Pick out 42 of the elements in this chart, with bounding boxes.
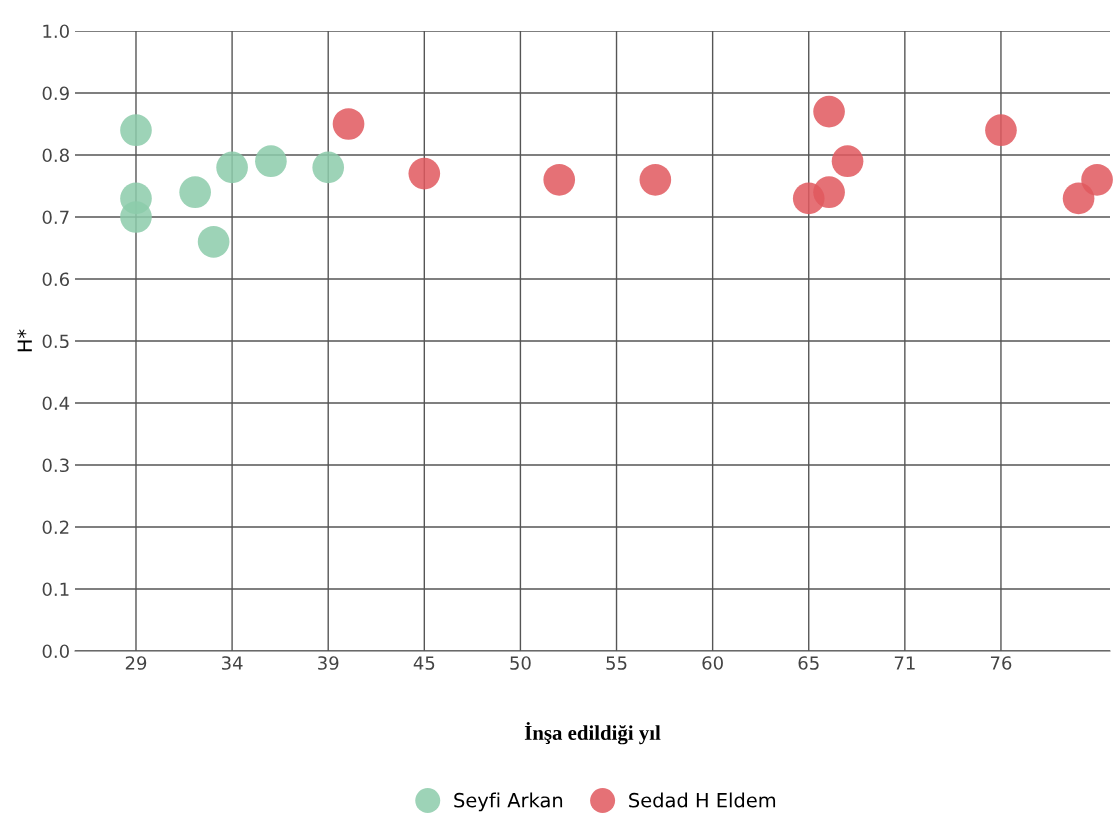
x-tick-label: 29 bbox=[125, 656, 147, 670]
y-tick-label: 0.3 bbox=[42, 458, 69, 473]
y-tick-label: 0.0 bbox=[42, 644, 69, 659]
y-tick-label: 0.5 bbox=[42, 334, 69, 349]
x-tick-label: 55 bbox=[606, 656, 627, 670]
y-tick-label: 0.2 bbox=[42, 520, 69, 535]
point bbox=[255, 145, 287, 178]
x-tick-label: 50 bbox=[510, 656, 531, 670]
x-tick-label: 45 bbox=[413, 656, 435, 670]
point bbox=[813, 176, 845, 209]
y-tick-label: 0.1 bbox=[42, 582, 69, 597]
y-tick-label: 0.4 bbox=[42, 396, 70, 411]
point bbox=[813, 95, 845, 128]
point bbox=[312, 151, 345, 184]
x-tick-label: 60 bbox=[702, 656, 723, 670]
x-tick-label: 76 bbox=[990, 656, 1012, 670]
point bbox=[120, 114, 152, 147]
x-tick-label: 34 bbox=[221, 656, 243, 670]
point bbox=[332, 108, 365, 140]
point bbox=[1081, 163, 1113, 196]
y-tick-label: 0.9 bbox=[42, 86, 69, 101]
point bbox=[197, 225, 230, 258]
y-tick-label: 1.0 bbox=[43, 24, 69, 39]
y-tick-label: 0.6 bbox=[42, 272, 69, 287]
x-axis-title: İnşa edildiği yıl bbox=[524, 721, 661, 745]
x-tick-label: 39 bbox=[318, 656, 339, 670]
point bbox=[985, 114, 1017, 147]
legend-label: Sedad H Eldem bbox=[629, 792, 776, 808]
point bbox=[408, 157, 441, 190]
y-tick-label: 0.7 bbox=[42, 210, 69, 225]
point bbox=[120, 201, 152, 233]
y-axis-title: H* bbox=[17, 329, 32, 352]
y-tick-label: 0.8 bbox=[42, 148, 69, 163]
point bbox=[216, 151, 248, 184]
point bbox=[543, 163, 576, 196]
legend-label: Seyfi Arkan bbox=[454, 792, 563, 812]
x-tick-label: 65 bbox=[798, 656, 819, 670]
x-tick-label: 71 bbox=[894, 656, 915, 670]
point bbox=[639, 163, 672, 196]
point bbox=[179, 176, 211, 209]
point bbox=[1062, 182, 1095, 215]
point bbox=[831, 145, 864, 178]
